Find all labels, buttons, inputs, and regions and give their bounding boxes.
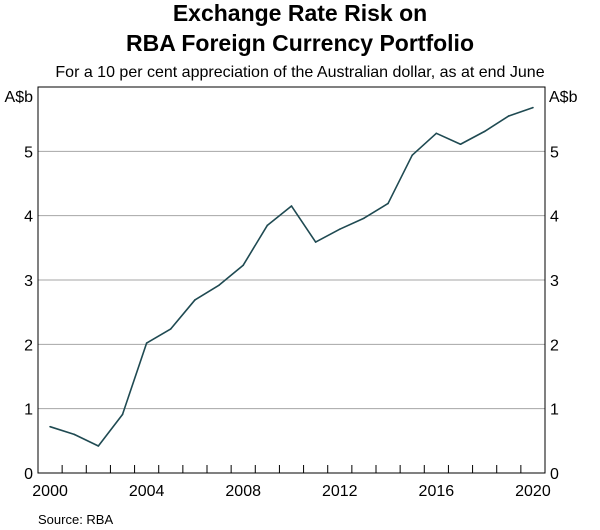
data-point (314, 241, 317, 243)
data-point (290, 205, 293, 207)
y-tick-label-left: 3 (24, 273, 33, 290)
y-tick-label-right: 0 (550, 466, 559, 483)
x-tick-label: 2012 (322, 483, 358, 500)
data-point (507, 115, 510, 117)
y-axis-label-right: A$b (549, 89, 578, 106)
y-tick-label-left: 2 (24, 337, 33, 354)
y-tick-label-left: 1 (24, 402, 33, 419)
y-tick-label-right: 2 (550, 337, 559, 354)
x-tick-label: 2004 (129, 483, 165, 500)
data-point (266, 224, 269, 227)
data-point (49, 425, 51, 428)
chart-title-line-2: RBA Foreign Currency Portfolio (126, 30, 474, 56)
data-point (435, 132, 438, 135)
y-tick-label-left: 4 (24, 209, 33, 226)
data-point (145, 342, 148, 344)
x-tick-label: 2016 (419, 483, 455, 500)
data-point (411, 154, 414, 156)
data-point (483, 130, 486, 133)
data-point (387, 202, 389, 205)
data-point (97, 445, 100, 447)
data-point (121, 413, 124, 416)
data-point (532, 106, 534, 109)
x-tick-label: 2008 (225, 483, 261, 500)
data-point (218, 284, 220, 286)
data-line (49, 106, 534, 447)
data-point (194, 299, 196, 301)
chart-title-line-1: Exchange Rate Risk on (172, 0, 428, 26)
data-point (338, 228, 341, 230)
x-tick-label: 2000 (32, 483, 68, 500)
y-axis-label-left: A$b (5, 89, 34, 106)
plot-border (37, 86, 546, 474)
y-tick-label-right: 5 (550, 144, 559, 161)
data-point (73, 433, 76, 436)
data-point (363, 217, 365, 220)
y-tick-label-left: 0 (24, 466, 33, 483)
chart-subtitle: For a 10 per cent appreciation of the Au… (55, 64, 545, 81)
data-point (169, 328, 172, 330)
data-point (242, 264, 245, 267)
y-tick-label-right: 1 (550, 402, 559, 419)
source-note: Source: RBA (38, 512, 114, 527)
y-tick-label-right: 4 (550, 209, 559, 226)
y-tick-label-right: 3 (550, 273, 559, 290)
data-point (459, 143, 462, 146)
y-tick-label-left: 5 (24, 144, 33, 161)
x-tick-label: 2020 (515, 483, 551, 500)
